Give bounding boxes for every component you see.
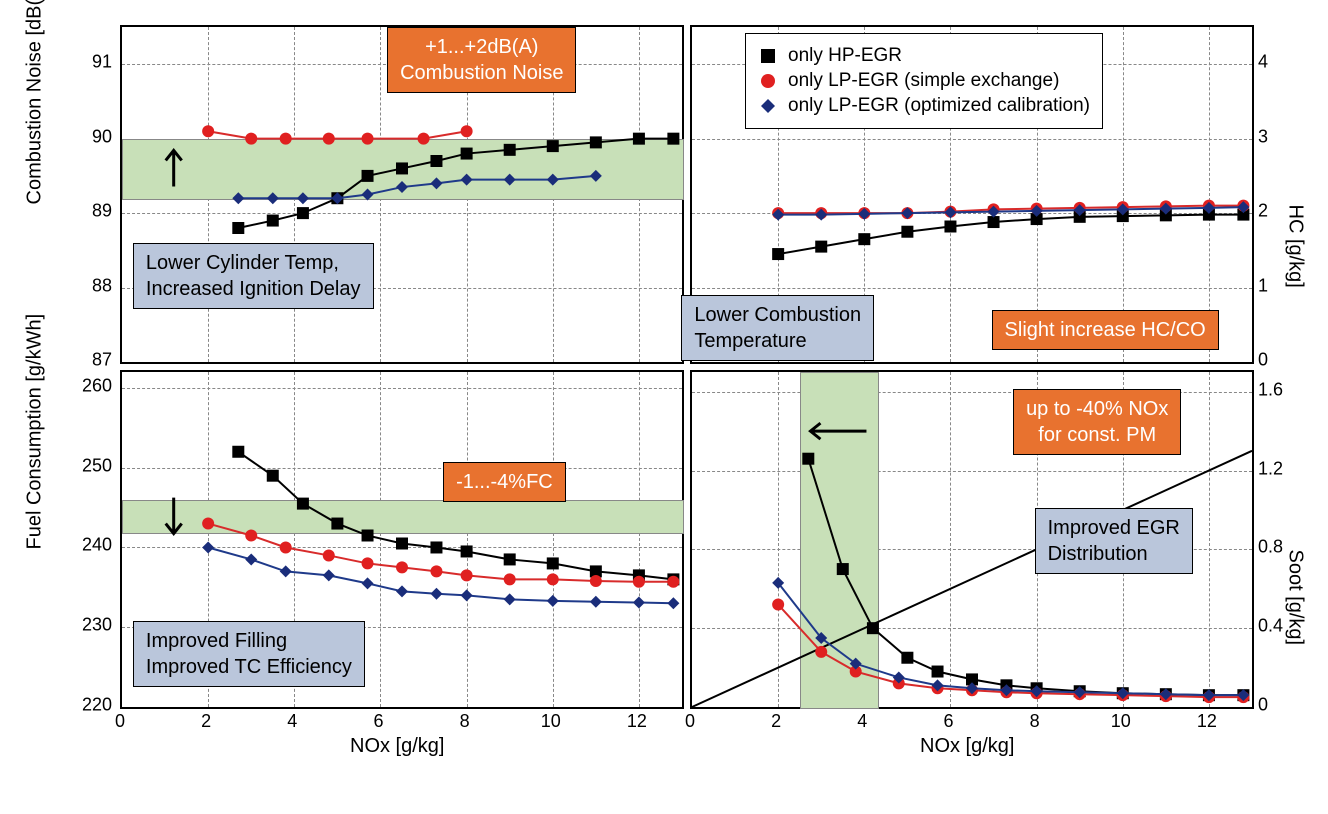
ytick-label: 260 <box>72 375 112 396</box>
callout-orange: +1...+2dB(A)Combustion Noise <box>387 27 576 93</box>
ytick-label: 240 <box>72 535 112 556</box>
callout-orange: up to -40% NOxfor const. PM <box>1013 389 1181 455</box>
x-axis-label: NOx [g/kg] <box>350 735 444 758</box>
ytick-label: 87 <box>72 350 112 371</box>
xtick-label: 12 <box>1197 711 1217 732</box>
ytick-label: 0.4 <box>1258 616 1283 637</box>
legend-label: only LP-EGR (simple exchange) <box>788 70 1059 92</box>
ytick-label: 0 <box>1258 350 1268 371</box>
ytick-label: 1 <box>1258 275 1268 296</box>
ytick-label: 3 <box>1258 126 1268 147</box>
ytick-label: 2 <box>1258 201 1268 222</box>
ytick-label: 89 <box>72 201 112 222</box>
xtick-label: 8 <box>460 711 470 732</box>
ytick-label: 0.8 <box>1258 537 1283 558</box>
callout-blue: Improved EGRDistribution <box>1035 508 1193 574</box>
xtick-label: 2 <box>771 711 781 732</box>
xtick-label: 10 <box>541 711 561 732</box>
ytick-label: 0 <box>1258 695 1268 716</box>
ytick-label: 91 <box>72 52 112 73</box>
xtick-label: 10 <box>1111 711 1131 732</box>
legend: only HP-EGR only LP-EGR (simple exchange)… <box>745 33 1103 129</box>
chart-grid: 8788899091Combustion Noise [dB(A)]+1...+… <box>10 10 1318 804</box>
ytick-label: 88 <box>72 275 112 296</box>
xtick-label: 8 <box>1030 711 1040 732</box>
legend-item: only HP-EGR <box>758 45 1090 67</box>
callout-blue: Improved FillingImproved TC Efficiency <box>133 621 365 687</box>
legend-label: only LP-EGR (optimized calibration) <box>788 95 1090 117</box>
legend-marker-icon <box>758 71 778 91</box>
xtick-label: 2 <box>201 711 211 732</box>
ytick-label: 90 <box>72 126 112 147</box>
callout-blue: Lower CombustionTemperature <box>681 295 874 361</box>
xtick-label: 4 <box>287 711 297 732</box>
callout-orange: Slight increase HC/CO <box>992 310 1219 350</box>
legend-label: only HP-EGR <box>788 45 902 67</box>
ytick-label: 1.2 <box>1258 458 1283 479</box>
xtick-label: 0 <box>115 711 125 732</box>
xtick-label: 4 <box>857 711 867 732</box>
xtick-label: 12 <box>627 711 647 732</box>
ytick-label: 220 <box>72 695 112 716</box>
ytick-label: 4 <box>1258 52 1268 73</box>
xtick-label: 0 <box>685 711 695 732</box>
legend-marker-icon <box>758 96 778 116</box>
legend-item: only LP-EGR (simple exchange) <box>758 70 1090 92</box>
callout-blue: Lower Cylinder Temp,Increased Ignition D… <box>133 243 374 309</box>
ytick-label: 1.6 <box>1258 379 1283 400</box>
xtick-label: 6 <box>943 711 953 732</box>
ytick-label: 250 <box>72 455 112 476</box>
xtick-label: 6 <box>373 711 383 732</box>
legend-item: only LP-EGR (optimized calibration) <box>758 95 1090 117</box>
ytick-label: 230 <box>72 615 112 636</box>
legend-marker-icon <box>758 46 778 66</box>
callout-orange: -1...-4%FC <box>443 462 566 502</box>
x-axis-label: NOx [g/kg] <box>920 735 1014 758</box>
